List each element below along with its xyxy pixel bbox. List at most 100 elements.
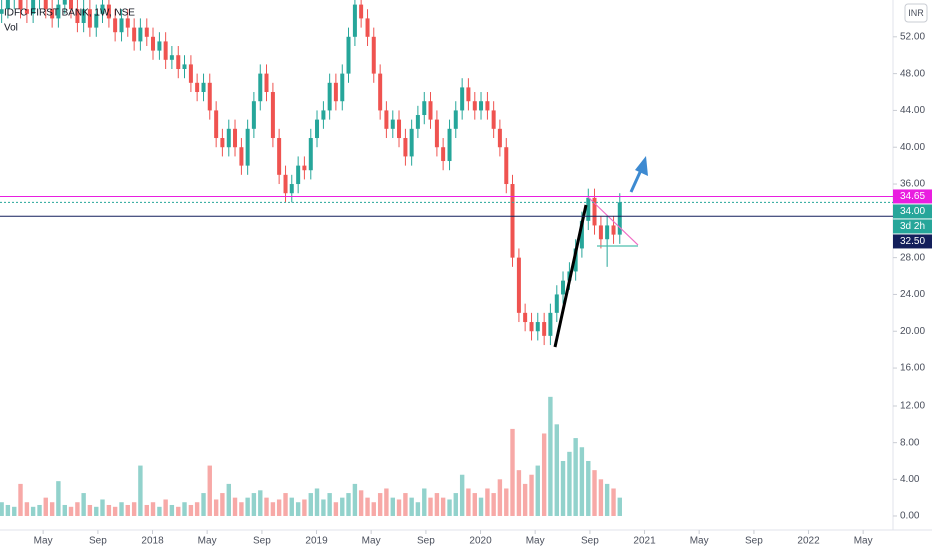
candle-body [523, 312, 528, 323]
x-tick-label: May [198, 536, 217, 547]
candle-body [434, 119, 439, 148]
candle-body [62, 0, 67, 5]
volume-bar [251, 493, 257, 516]
volume-bar [220, 493, 225, 516]
volume-bar [125, 504, 130, 516]
price-label-box [893, 204, 932, 219]
y-tick-label: 40.00 [900, 142, 925, 153]
volume-bar [554, 424, 559, 516]
volume-bar [157, 506, 162, 516]
volume-bar [358, 490, 364, 516]
volume-bar [112, 506, 118, 516]
volume-bar [403, 493, 408, 516]
volume-bar [340, 497, 345, 516]
volume-bar [276, 499, 282, 516]
x-tick-label: 2020 [469, 536, 492, 547]
chart-title: IDFC FIRST BANK, 1W, NSE [4, 8, 135, 19]
x-tick-label: 2018 [141, 536, 164, 547]
volume-bar [548, 396, 553, 516]
x-tick-label: May [34, 536, 53, 547]
candle-body [378, 73, 383, 111]
candle-body [50, 9, 55, 19]
volume-bar [131, 502, 137, 516]
volume-bar [604, 483, 610, 516]
candle-body [151, 36, 156, 51]
candle-body [592, 197, 597, 226]
trend-line [553, 204, 588, 348]
volume-bar [491, 493, 496, 516]
candle-body [258, 73, 263, 102]
volume-bar [541, 433, 547, 516]
volume-bar [295, 502, 301, 516]
currency-label[interactable]: INR [908, 8, 924, 18]
volume-bar [226, 483, 231, 516]
volume-bar [270, 502, 276, 516]
volume-bar [239, 502, 244, 516]
volume-bar [504, 488, 509, 516]
currency-button[interactable] [904, 3, 928, 23]
candle-body [188, 64, 193, 83]
volume-bar [18, 483, 23, 516]
volume-bar [12, 506, 17, 516]
volume-bar [188, 504, 194, 516]
volume-bar [30, 506, 36, 516]
candle-body [409, 128, 414, 157]
volume-bar [453, 493, 458, 516]
candle-body [617, 202, 622, 235]
x-tick-label: May [362, 536, 381, 547]
candle-body [182, 64, 187, 70]
volume-bar [567, 451, 572, 516]
volume-bar [62, 504, 67, 516]
candle-body [195, 82, 200, 93]
volume-bar [611, 488, 616, 516]
volume-bar [422, 488, 427, 516]
candle-body [201, 82, 206, 93]
x-tick-label: 2022 [797, 536, 820, 547]
candle-body [56, 4, 61, 19]
volume-bar [207, 465, 212, 516]
volume-bar [384, 488, 389, 516]
candle-body [125, 18, 130, 28]
candle-body [333, 82, 338, 102]
candle-body [352, 4, 357, 37]
volume-bar [522, 483, 528, 516]
volume-bar [245, 497, 250, 516]
volume-bar [0, 502, 4, 516]
candle-body [586, 197, 591, 221]
volume-bar [440, 497, 446, 516]
volume-bar [37, 504, 42, 516]
candle-body [535, 322, 540, 332]
x-tick-label: Sep [745, 536, 763, 547]
candle-body [346, 36, 351, 74]
candle-body [365, 18, 370, 37]
candle-body [220, 138, 225, 148]
volume-bar [352, 483, 358, 516]
volume-bar [535, 465, 540, 516]
arrow-shaft [629, 169, 643, 193]
volume-bar [396, 499, 402, 516]
candle-body [157, 41, 162, 51]
volume-label: Vol [4, 23, 18, 34]
candle-body [43, 0, 48, 10]
volume-bar [119, 502, 124, 516]
volume-bar [617, 497, 622, 516]
candle-body [113, 18, 118, 33]
volume-bar [529, 474, 534, 516]
volume-bar [201, 493, 206, 516]
candle-body [611, 225, 616, 235]
candle-body [87, 9, 92, 28]
candle-body [315, 119, 320, 139]
candle-body [302, 165, 307, 171]
candle-body [239, 147, 244, 166]
y-tick-label: 20.00 [900, 326, 925, 337]
candle-body [491, 110, 496, 129]
candle-body [94, 13, 99, 28]
candle-body [573, 248, 578, 272]
y-tick-label: 28.00 [900, 252, 925, 263]
volume-bar [302, 499, 307, 516]
volume-bar [485, 488, 490, 516]
candle-body [169, 55, 174, 60]
volume-bar [592, 470, 597, 516]
candle-body [605, 225, 610, 240]
